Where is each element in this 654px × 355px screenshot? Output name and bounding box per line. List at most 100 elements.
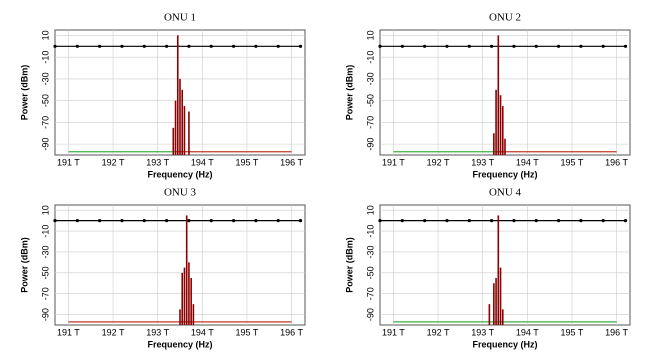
marker xyxy=(276,219,280,223)
x-tick-label: 194 T xyxy=(191,157,214,167)
marker xyxy=(75,44,79,48)
marker xyxy=(512,219,516,223)
x-tick-label: 193 T xyxy=(471,327,494,337)
x-tick-label: 193 T xyxy=(471,157,494,167)
marker xyxy=(209,219,213,223)
marker xyxy=(187,219,191,223)
y-tick-label: -70 xyxy=(40,116,50,129)
x-axis-label: Frequency (Hz) xyxy=(472,339,537,349)
marker xyxy=(601,219,605,223)
panel-title: ONU 3 xyxy=(164,187,197,199)
y-tick-label: -70 xyxy=(365,287,375,300)
marker xyxy=(400,219,404,223)
marker xyxy=(142,44,146,48)
marker xyxy=(378,44,382,48)
x-tick-label: 194 T xyxy=(191,327,214,337)
y-tick-label: -90 xyxy=(365,308,375,321)
marker xyxy=(512,44,516,48)
marker xyxy=(556,44,561,48)
panel: ONU 3 Power (dBm) Frequency (Hz) 10 -10 -30 -5… xyxy=(19,187,306,349)
panel-title: ONU 4 xyxy=(489,187,522,199)
marker xyxy=(467,219,471,223)
panel: ONU 2 Power (dBm) Frequency (Hz) 10 -10 -30 -5… xyxy=(344,12,631,179)
x-tick-label: 193 T xyxy=(146,327,169,337)
marker xyxy=(231,219,236,223)
marker xyxy=(142,219,146,223)
y-tick-label: -50 xyxy=(40,266,50,279)
x-tick-label: 191 T xyxy=(57,327,80,337)
marker xyxy=(579,44,583,48)
y-axis-label: Power (dBm) xyxy=(19,65,29,121)
x-tick-label: 192 T xyxy=(102,327,125,337)
panel: ONU 4 Power (dBm) Frequency (Hz) 10 -10 -30 -5… xyxy=(344,187,631,349)
marker xyxy=(298,219,303,223)
marker xyxy=(378,219,382,223)
x-axis-label: Frequency (Hz) xyxy=(472,169,537,179)
marker xyxy=(276,44,280,48)
marker xyxy=(75,219,79,223)
x-tick-label: 191 T xyxy=(382,327,405,337)
x-axis-label: Frequency (Hz) xyxy=(147,339,212,349)
x-tick-label: 196 T xyxy=(605,327,628,337)
x-tick-label: 196 T xyxy=(280,157,303,167)
marker xyxy=(53,44,57,48)
marker xyxy=(467,44,471,48)
y-tick-label: -30 xyxy=(40,72,50,85)
y-tick-label: 10 xyxy=(40,30,50,40)
marker xyxy=(623,219,628,223)
marker xyxy=(400,44,404,48)
marker xyxy=(120,219,124,223)
marker xyxy=(165,44,169,48)
panel: ONU 1 Power (dBm) Frequency (Hz) 10 -10 -30 -5… xyxy=(19,12,306,179)
marker xyxy=(623,44,628,48)
marker xyxy=(254,44,258,48)
x-tick-label: 192 T xyxy=(102,157,125,167)
y-tick-label: -10 xyxy=(40,225,50,238)
marker xyxy=(209,44,213,48)
y-tick-label: -50 xyxy=(365,94,375,107)
panel-title: ONU 2 xyxy=(489,12,521,24)
marker xyxy=(298,44,303,48)
marker xyxy=(231,44,236,48)
y-tick-label: 10 xyxy=(365,30,375,40)
y-tick-label: -90 xyxy=(40,308,50,321)
x-tick-label: 192 T xyxy=(427,327,450,337)
y-tick-label: -10 xyxy=(40,51,50,64)
marker xyxy=(445,44,449,48)
marker xyxy=(445,219,449,223)
marker xyxy=(120,44,124,48)
plot-area xyxy=(379,29,631,156)
marker xyxy=(423,219,427,223)
y-tick-label: -90 xyxy=(365,138,375,151)
y-tick-label: -50 xyxy=(40,94,50,107)
panel-title: ONU 1 xyxy=(164,12,196,24)
marker xyxy=(254,219,258,223)
x-tick-label: 192 T xyxy=(427,157,450,167)
y-tick-label: 10 xyxy=(40,205,50,215)
marker xyxy=(98,219,102,223)
marker xyxy=(556,219,561,223)
marker xyxy=(98,44,102,48)
y-tick-label: 10 xyxy=(365,205,375,215)
y-axis-label: Power (dBm) xyxy=(344,65,354,121)
marker xyxy=(423,44,427,48)
marker xyxy=(534,44,538,48)
marker xyxy=(187,44,191,48)
marker xyxy=(601,44,605,48)
marker xyxy=(490,219,494,223)
marker xyxy=(534,219,538,223)
x-tick-label: 195 T xyxy=(236,157,259,167)
marker xyxy=(579,219,583,223)
y-axis-label: Power (dBm) xyxy=(19,237,29,293)
x-tick-label: 196 T xyxy=(605,157,628,167)
y-tick-label: -70 xyxy=(365,116,375,129)
x-tick-label: 191 T xyxy=(382,157,405,167)
y-tick-label: -50 xyxy=(365,266,375,279)
marker xyxy=(490,44,494,48)
x-tick-label: 195 T xyxy=(561,327,584,337)
y-tick-label: -10 xyxy=(365,51,375,64)
x-tick-label: 191 T xyxy=(57,157,80,167)
x-tick-label: 194 T xyxy=(516,157,539,167)
y-axis-label: Power (dBm) xyxy=(344,237,354,293)
